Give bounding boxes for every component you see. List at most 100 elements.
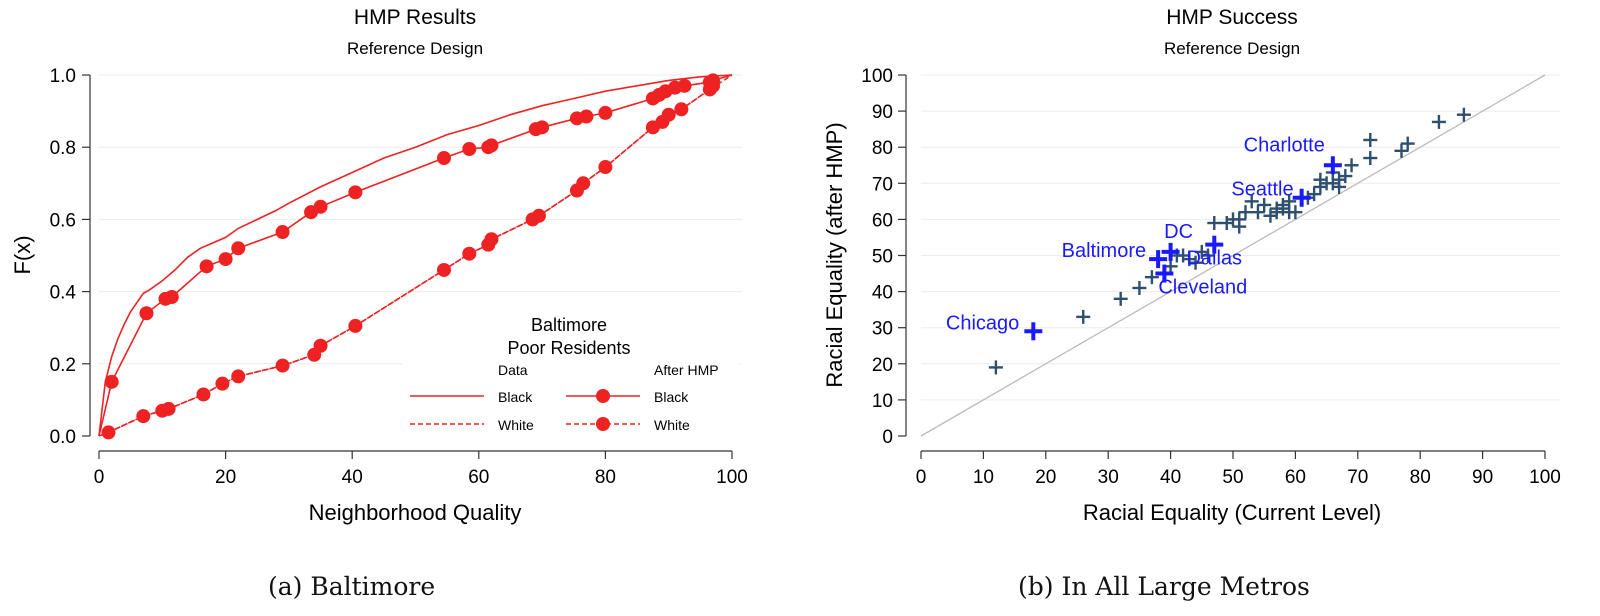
data-point [164, 290, 179, 305]
x-tick-label: 100 [1529, 467, 1561, 488]
y-tick-label: 90 [872, 102, 893, 123]
metro-point [1394, 143, 1409, 158]
highlighted-metro-point [1205, 235, 1224, 254]
panel-b-xlabel: Racial Equality (Current Level) [1083, 500, 1381, 525]
caption-a: (a) Baltimore [268, 572, 436, 601]
y-tick-label: 0.4 [50, 283, 77, 304]
series-line-data-black [98, 74, 733, 437]
data-point [462, 142, 477, 157]
panel-a-ylabel: F(x) [10, 235, 35, 274]
data-point [231, 369, 246, 384]
data-point [196, 387, 211, 402]
data-point [215, 376, 230, 391]
panel-a-legend: Baltimore Poor Residents Data After HMP … [410, 315, 719, 433]
data-point [313, 199, 328, 214]
data-point [661, 107, 676, 122]
panel-a-series [98, 73, 733, 440]
data-point [139, 306, 154, 321]
data-point [348, 318, 363, 333]
metro-point [1144, 270, 1159, 285]
data-point [104, 374, 119, 389]
panel-b-highlighted-metros: Charlotte Seattle DC Baltimore Dallas Clevela… [946, 134, 1342, 341]
x-tick-label: 40 [342, 467, 363, 488]
data-point [218, 252, 233, 267]
panel-b-axes: 0 10 20 30 40 50 60 70 80 90 100 0 10 20 30 40 50 60 70 80 9… [861, 66, 1561, 488]
y-tick-label: 100 [861, 66, 893, 87]
metro-label: DC [1164, 221, 1193, 243]
y-tick-label: 0.8 [50, 138, 76, 159]
legend-label-hmp-black: Black [654, 389, 689, 405]
data-point [161, 401, 176, 416]
metro-point [1344, 158, 1359, 173]
legend-keys [410, 389, 640, 431]
y-tick-label: 60 [872, 210, 893, 231]
metro-point [1400, 136, 1415, 151]
data-point [275, 225, 290, 240]
metro-point [1244, 194, 1259, 209]
x-tick-label: 90 [1472, 467, 1493, 488]
data-point [199, 259, 214, 274]
x-tick-label: 100 [716, 467, 748, 488]
data-point [101, 425, 116, 440]
panel-a-legend-background [403, 308, 739, 442]
y-tick-label: 40 [872, 283, 893, 304]
legend-label-hmp-white: White [654, 417, 690, 433]
legend-key-hmp-white-marker [596, 417, 610, 431]
data-point [677, 78, 692, 93]
metro-label: Charlotte [1244, 134, 1325, 156]
metro-point [1363, 132, 1378, 147]
metro-point [1238, 205, 1253, 220]
metro-point [1307, 187, 1322, 202]
x-tick-label: 0 [94, 467, 105, 488]
metro-point [1207, 216, 1222, 231]
data-point [598, 160, 613, 175]
data-point [598, 105, 613, 120]
panel-a-axes: 0.0 0.2 0.4 0.6 0.8 1.0 0 20 40 60 80 100 [50, 66, 748, 488]
y-tick-label: 50 [872, 247, 893, 268]
x-tick-label: 80 [595, 467, 616, 488]
metro-point [1263, 208, 1278, 223]
panel-a-title: HMP Results [354, 6, 476, 29]
highlighted-metro-point [1323, 156, 1342, 175]
data-point [706, 78, 721, 93]
metro-label: Chicago [946, 312, 1019, 334]
y-tick-label: 1.0 [50, 66, 76, 87]
x-tick-label: 60 [1285, 467, 1306, 488]
x-tick-label: 40 [1160, 467, 1181, 488]
data-point [531, 208, 546, 223]
data-point [535, 120, 550, 135]
metro-point [1219, 216, 1234, 231]
panel-b-subtitle: Reference Design [1164, 39, 1300, 58]
highlighted-metro-point [1024, 322, 1043, 341]
metro-point [1282, 194, 1297, 209]
legend-title-line2: Poor Residents [507, 338, 630, 358]
legend-label-data-black: Black [498, 389, 533, 405]
caption-b: (b) In All Large Metros [1018, 572, 1310, 601]
metro-point [1257, 197, 1272, 212]
highlighted-metro-point [1292, 188, 1311, 207]
data-point [484, 232, 499, 247]
x-tick-label: 60 [468, 467, 489, 488]
metro-point [1456, 107, 1471, 122]
metro-label: Cleveland [1158, 277, 1247, 299]
y-tick-label: 0.0 [50, 427, 76, 448]
data-point [313, 338, 328, 353]
panel-a-subtitle: Reference Design [347, 39, 483, 58]
data-point [136, 409, 151, 424]
metro-label: Dallas [1186, 248, 1242, 270]
metro-point [1132, 280, 1147, 295]
metro-point [1431, 114, 1446, 129]
metro-label: Baltimore [1062, 240, 1146, 262]
x-tick-label: 30 [1098, 467, 1119, 488]
data-point [576, 176, 591, 191]
x-tick-label: 20 [1035, 467, 1056, 488]
legend-key-hmp-black-marker [596, 389, 610, 403]
x-tick-label: 50 [1222, 467, 1243, 488]
data-point [231, 241, 246, 256]
metro-point [1338, 169, 1353, 184]
legend-title-line1: Baltimore [531, 315, 607, 335]
y-tick-label: 20 [872, 355, 893, 376]
metro-point [1313, 172, 1328, 187]
metro-point [1232, 212, 1247, 227]
